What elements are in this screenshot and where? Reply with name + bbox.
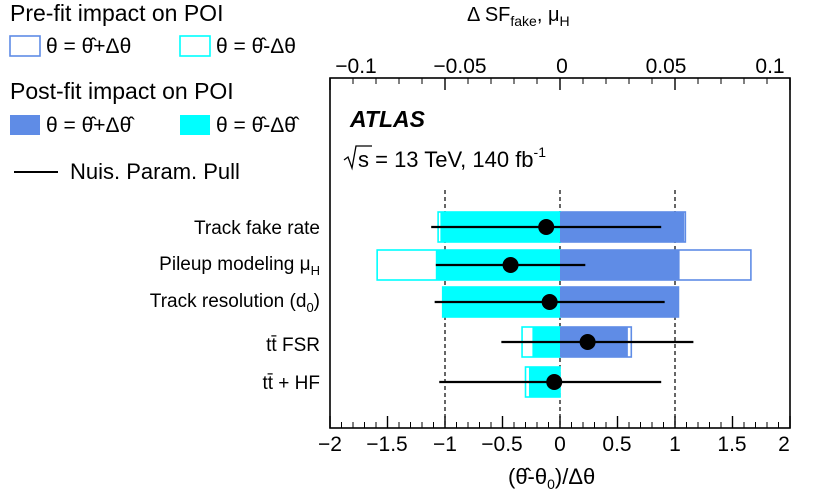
legend-prefit-up-label: θ = θ̂+Δθ: [46, 35, 131, 58]
top-axis-label-main: Δ SF: [467, 4, 510, 26]
pull-marker: [502, 257, 519, 273]
bottom-axis-label-tail: )/Δθ: [555, 464, 595, 489]
bottom-tick-label: 1.5: [717, 433, 746, 456]
bottom-tick-label: −1: [433, 433, 457, 456]
top-axis-label-sub: fake: [510, 13, 537, 29]
legend: Pre-fit impact on POI θ = θ̂+Δθ θ = θ̂-Δ…: [9, 0, 300, 184]
param-label-ttbar-hf: tt̄ + HF: [262, 373, 320, 394]
bottom-tick-label: 2: [778, 433, 790, 456]
pull-marker: [546, 374, 563, 390]
legend-prefit-down-swatch: [179, 35, 211, 57]
bottom-tick-label: 1: [669, 433, 681, 456]
legend-postfit-down-swatch: [180, 115, 210, 135]
top-tick-label: 0.1: [755, 55, 784, 78]
param-label-track-fake-rate: Track fake rate: [194, 218, 320, 239]
param-label-pileup-modeling: Pileup modeling μH: [159, 254, 320, 278]
top-axis-label-tail: , μ: [537, 4, 560, 26]
top-tick-label: −0.05: [433, 55, 486, 78]
legend-prefit-title: Pre-fit impact on POI: [10, 0, 223, 26]
bottom-tick-label: 0.5: [602, 433, 631, 456]
legend-postfit-up-label: θ = θ̂+Δθ̂: [46, 114, 135, 137]
top-tick-labels: −0.1 −0.05 0 0.05 0.1: [335, 55, 784, 78]
energy-label: s = 13 TeV, 140 fb-1: [358, 144, 546, 172]
bottom-axis-label: (θ̂-θ0)/Δθ: [508, 464, 595, 492]
bottom-tick-label: −0.5: [481, 433, 522, 456]
legend-postfit-title: Post-fit impact on POI: [10, 78, 234, 104]
param-label-resolution-main: Track resolution (d: [150, 291, 307, 312]
bottom-tick-labels: −2 −1.5 −1 −0.5 0 0.5 1 1.5 2: [318, 433, 790, 456]
energy-main: s = 13 TeV, 140 fb: [358, 147, 534, 172]
atlas-label: ATLAS: [349, 106, 426, 132]
param-label-resolution-tail: ): [314, 291, 320, 312]
top-tick-label: 0.05: [646, 55, 687, 78]
pull-marker: [541, 294, 558, 310]
legend-prefit-up-swatch: [9, 35, 41, 57]
parameter-labels: Track fake rate Pileup modeling μH Track…: [150, 218, 320, 394]
top-tick-label: 0: [556, 55, 568, 78]
sqrt-symbol: [343, 145, 372, 171]
param-label-resolution-sub: 0: [306, 300, 313, 315]
bottom-axis-label-sub: 0: [547, 476, 555, 492]
impact-bars: [376, 211, 752, 398]
bottom-tick-label: 0: [554, 433, 566, 456]
pull-marker: [538, 219, 555, 235]
energy-text: s = 13 TeV, 140 fb-1: [343, 144, 546, 172]
param-label-pileup-sub: H: [311, 263, 320, 278]
bottom-tick-label: −1.5: [366, 433, 407, 456]
energy-sup: -1: [534, 144, 547, 160]
legend-prefit-down-label: θ = θ̂-Δθ: [216, 35, 296, 58]
param-label-ttbar-fsr: tt̄ FSR: [266, 335, 320, 356]
pulls: [431, 219, 694, 390]
param-label-pileup-main: Pileup modeling μ: [159, 254, 310, 275]
top-axis-label-tail-sub: H: [559, 13, 569, 29]
top-axis-label: Δ SFfake, μH: [467, 4, 570, 29]
param-label-track-resolution: Track resolution (d0): [150, 291, 320, 315]
bottom-axis-label-main: (θ̂-θ: [508, 464, 547, 489]
legend-postfit-down-label: θ = θ̂-Δθ̂: [216, 114, 300, 137]
legend-postfit-up-swatch: [10, 115, 40, 135]
pull-marker: [579, 334, 596, 350]
bottom-tick-label: −2: [318, 433, 342, 456]
top-tick-label: −0.1: [335, 55, 376, 78]
legend-pull-label: Nuis. Param. Pull: [70, 159, 240, 184]
